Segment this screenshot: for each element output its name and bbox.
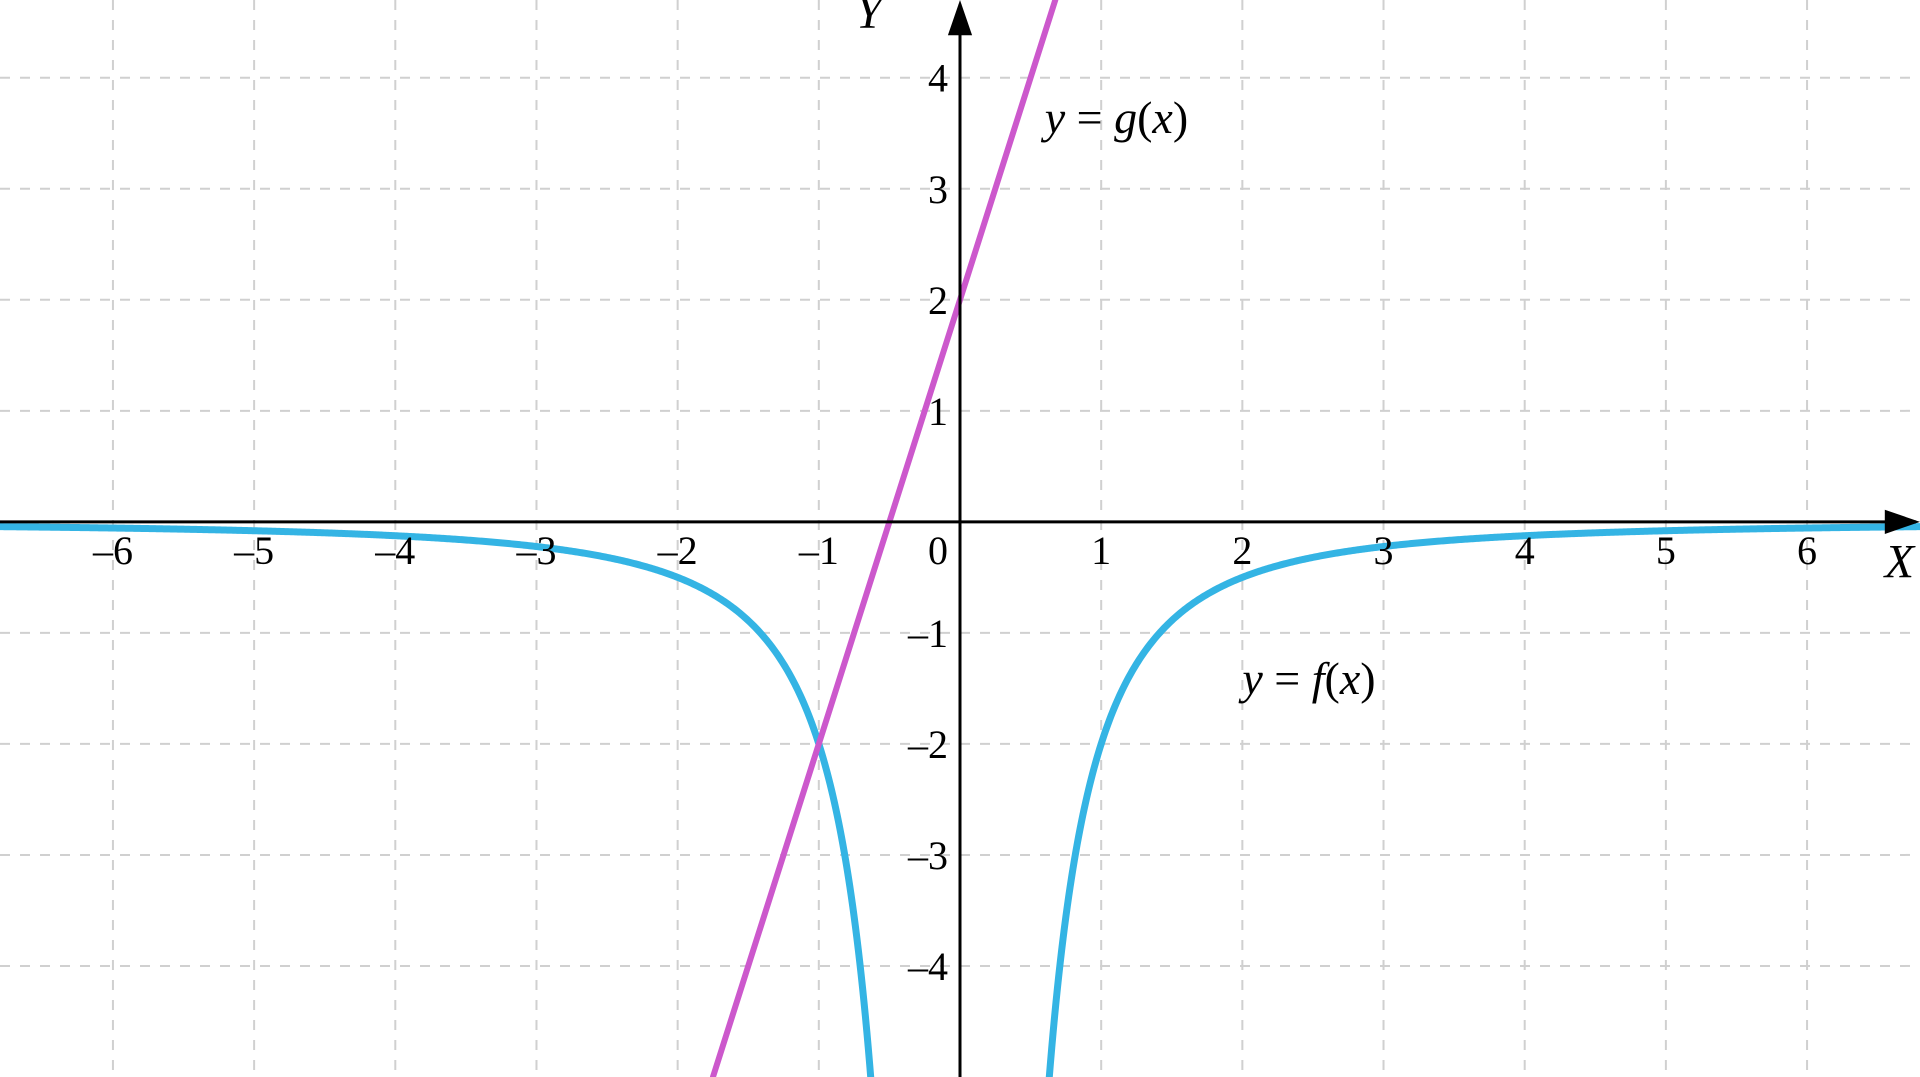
x-tick-label: 4 [1515, 528, 1535, 573]
y-tick-label: –1 [907, 611, 948, 656]
x-axis-label: X [1883, 535, 1916, 588]
y-tick-label: –3 [907, 833, 948, 878]
x-tick-label: –5 [233, 528, 274, 573]
y-tick-label: –4 [907, 944, 948, 989]
y-tick-label: –2 [907, 722, 948, 767]
label-f: y = f(x) [1238, 653, 1375, 704]
function-plot: –6 –5 –4 –3 –2 –1 1 2 3 4 5 6 –4 –3 –2 –1 1 2 3 4 0 X Yy = g(x… [0, 0, 1920, 1077]
label-g: y = g(x) [1041, 92, 1188, 143]
x-tick-label: –1 [798, 528, 839, 573]
x-tick-label: 6 [1797, 528, 1817, 573]
x-tick-label: 2 [1232, 528, 1252, 573]
x-tick-label: 1 [1091, 528, 1111, 573]
y-tick-label: 1 [928, 389, 948, 434]
y-tick-label: 4 [928, 56, 948, 101]
y-tick-label: 2 [928, 278, 948, 323]
x-tick-label: –6 [92, 528, 133, 573]
y-axis-label: Y [856, 0, 887, 39]
x-tick-label: –2 [657, 528, 698, 573]
x-tick-label: –3 [515, 528, 556, 573]
x-tick-label: –4 [374, 528, 415, 573]
x-tick-label: 3 [1374, 528, 1394, 573]
origin-label: 0 [928, 528, 948, 573]
y-tick-label: 3 [928, 167, 948, 212]
x-tick-label: 5 [1656, 528, 1676, 573]
